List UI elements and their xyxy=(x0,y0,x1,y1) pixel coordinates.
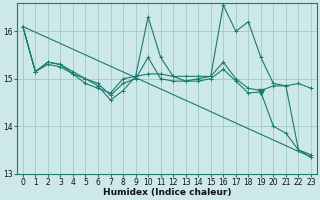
X-axis label: Humidex (Indice chaleur): Humidex (Indice chaleur) xyxy=(103,188,231,197)
